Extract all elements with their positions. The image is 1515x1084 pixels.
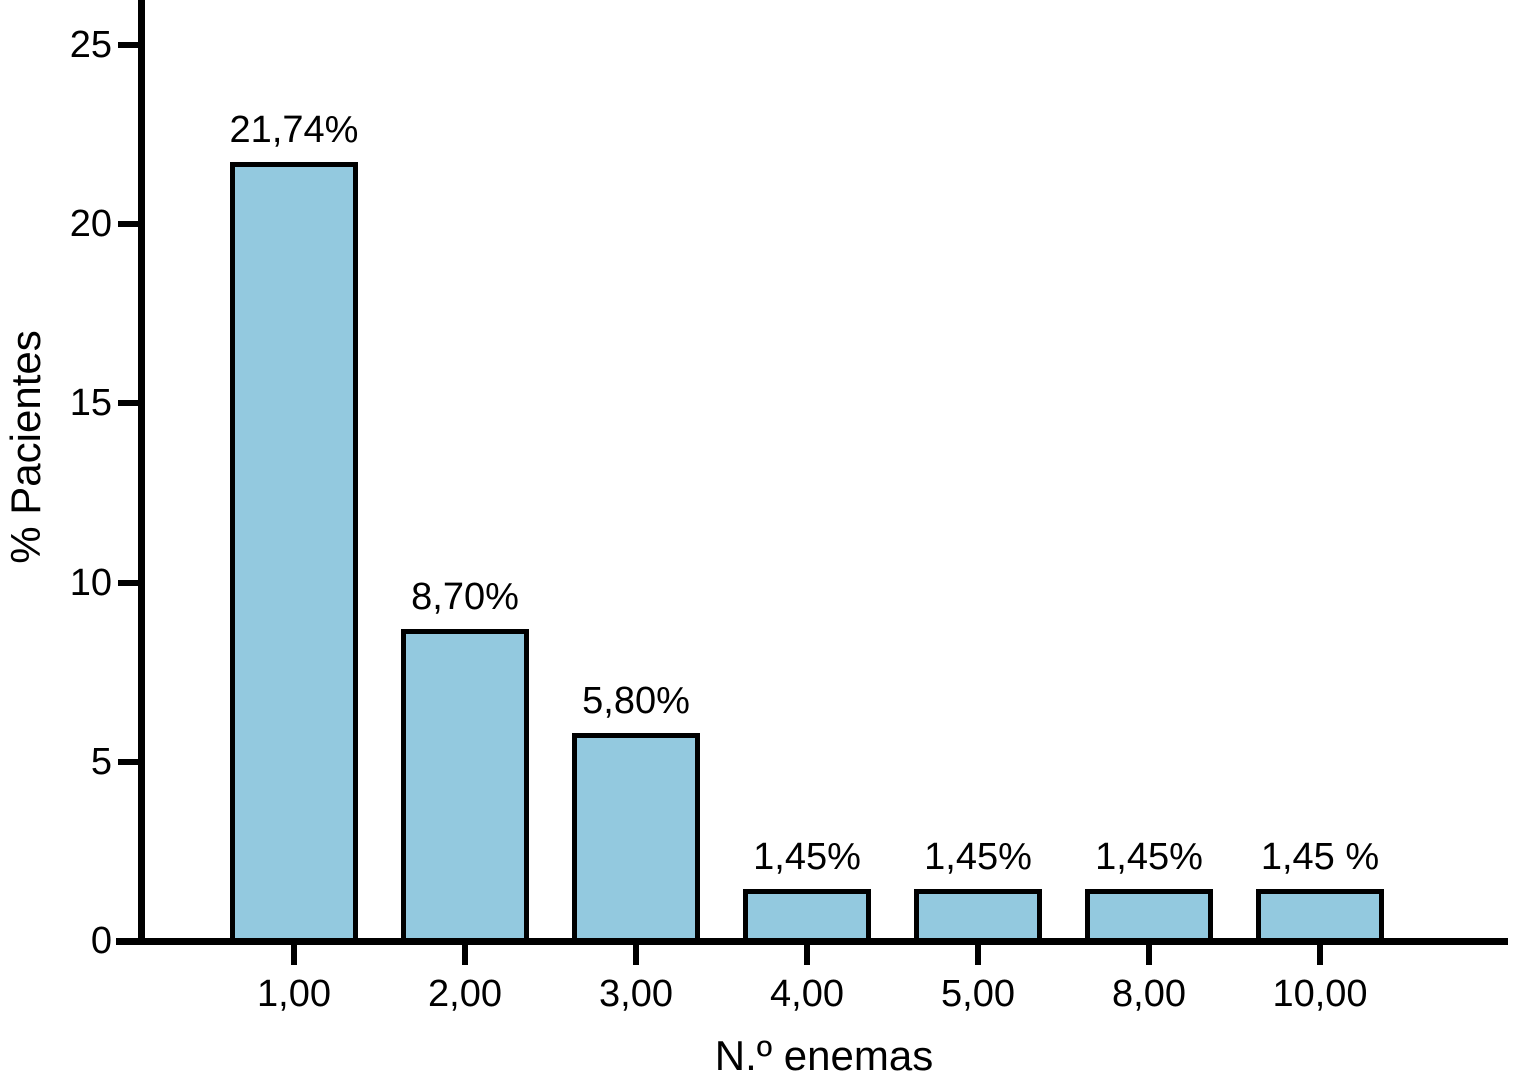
- y-tick-mark: [118, 759, 138, 765]
- x-tick-mark: [1146, 945, 1152, 965]
- bar: [1256, 889, 1384, 943]
- x-tick-mark: [1317, 945, 1323, 965]
- y-tick-label: 5: [90, 741, 112, 783]
- x-tick-label: 8,00: [1112, 973, 1186, 1015]
- y-tick-label: 20: [69, 203, 112, 245]
- bar: [743, 889, 871, 943]
- y-tick-mark: [118, 400, 138, 406]
- bar-value-label: 8,70%: [411, 576, 519, 618]
- y-tick-label: 15: [69, 382, 112, 424]
- y-tick-label: 0: [90, 920, 112, 962]
- x-tick-mark: [462, 945, 468, 965]
- y-axis-title: % Pacientes: [2, 330, 49, 564]
- bar-value-label: 1,45%: [924, 836, 1032, 878]
- x-tick-label: 1,00: [257, 973, 331, 1015]
- x-tick-label: 5,00: [941, 973, 1015, 1015]
- x-tick-label: 10,00: [1272, 973, 1368, 1015]
- y-tick-mark: [118, 221, 138, 227]
- bar: [1085, 889, 1213, 943]
- bar-value-label: 1,45%: [1095, 836, 1203, 878]
- y-tick-mark: [118, 580, 138, 586]
- bar-value-label: 21,74%: [229, 109, 359, 151]
- x-tick-mark: [633, 945, 639, 965]
- bar-value-label: 5,80%: [582, 680, 690, 722]
- bar-value-label: 1,45 %: [1260, 836, 1380, 878]
- x-tick-mark: [975, 945, 981, 965]
- x-axis-title: N.º enemas: [714, 1032, 934, 1079]
- x-tick-mark: [291, 945, 297, 965]
- y-tick-mark: [118, 42, 138, 48]
- bar-value-label: 1,45%: [753, 836, 861, 878]
- x-tick-mark: [804, 945, 810, 965]
- y-tick-label: 10: [69, 562, 112, 604]
- y-axis-line: [138, 0, 145, 945]
- y-tick-mark: [118, 938, 138, 944]
- x-tick-label: 4,00: [770, 973, 844, 1015]
- bar: [401, 629, 529, 943]
- bar: [572, 733, 700, 943]
- bar: [230, 162, 358, 943]
- x-tick-label: 2,00: [428, 973, 502, 1015]
- y-tick-label: 25: [69, 24, 112, 66]
- x-tick-label: 3,00: [599, 973, 673, 1015]
- bar: [914, 889, 1042, 943]
